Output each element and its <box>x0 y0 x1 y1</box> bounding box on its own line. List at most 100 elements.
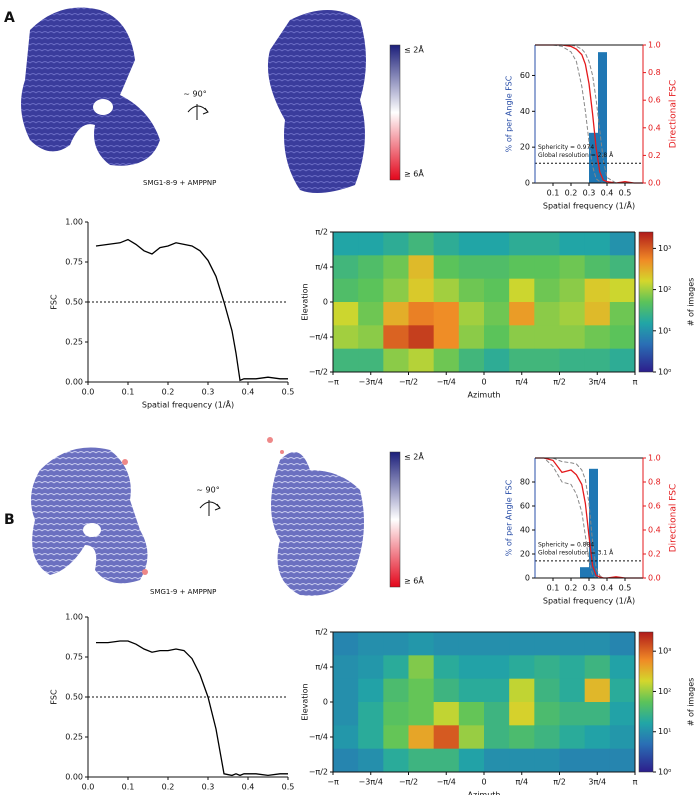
heat-cell <box>610 232 636 256</box>
map-scale-top: ≤ 2Å <box>404 451 424 462</box>
x-tick-label: 0.4 <box>601 189 614 198</box>
y2-tick-label: 1.0 <box>648 41 661 50</box>
heat-cell <box>610 349 636 373</box>
annotation: Global resolution = 3.1 Å <box>538 549 614 556</box>
heat-cell <box>560 349 586 373</box>
heat-cell <box>434 702 460 726</box>
heat-cell <box>333 279 359 303</box>
heat-cell <box>383 302 409 326</box>
heat-cell <box>560 255 586 279</box>
x-tick-label: 0.1 <box>547 189 560 198</box>
heat-cell <box>409 749 435 773</box>
x-tick-label: 0.3 <box>583 189 596 198</box>
heat-cell <box>560 679 586 703</box>
panel-label: B <box>4 512 15 528</box>
y-tick-label: 0 <box>525 179 530 188</box>
heat-cell <box>409 655 435 679</box>
x-tick-label: −3π/4 <box>359 778 383 787</box>
heat-cell <box>534 279 560 303</box>
heat-cell <box>509 232 535 256</box>
heat-cell <box>358 702 384 726</box>
x-tick-label: 3π/4 <box>588 778 606 787</box>
heat-cell <box>560 302 586 326</box>
heat-cell <box>509 255 535 279</box>
heat-cell <box>610 749 636 773</box>
y-tick-label: 1.00 <box>65 218 83 227</box>
x-tick-label: 3π/4 <box>588 378 606 387</box>
heat-cell <box>585 655 611 679</box>
y-tick-label: 0.00 <box>65 773 83 782</box>
heat-cell <box>459 255 485 279</box>
x-tick-label: 0.5 <box>282 783 295 792</box>
heat-cell <box>383 279 409 303</box>
colorbar-label: # of images <box>687 278 695 327</box>
heat-cell <box>409 302 435 326</box>
heat-cell <box>585 232 611 256</box>
heat-cell <box>610 679 636 703</box>
heat-cell <box>560 279 586 303</box>
y-tick-label: π/4 <box>315 263 328 272</box>
x-tick-label: 0.4 <box>242 783 255 792</box>
heat-cell <box>534 632 560 656</box>
heat-cell <box>459 702 485 726</box>
y-tick-label: 0 <box>525 574 530 583</box>
heat-cell <box>484 232 510 256</box>
series-line <box>96 641 288 775</box>
colorbar-tick-label: 10² <box>658 285 671 294</box>
colorbar-tick-label: 10³ <box>658 244 671 253</box>
heat-cell <box>459 679 485 703</box>
y2-tick-label: 0.6 <box>648 96 661 105</box>
y2-tick-label: 0.8 <box>648 68 661 77</box>
heat-cell <box>434 255 460 279</box>
heat-cell <box>585 702 611 726</box>
density-map-side <box>268 10 366 193</box>
x-tick-label: −π/4 <box>437 778 456 787</box>
y-tick-label: −π/4 <box>309 333 328 342</box>
heat-cell <box>333 702 359 726</box>
heat-cell <box>560 702 586 726</box>
y-tick-label: 40 <box>520 107 530 116</box>
x-tick-label: 0.1 <box>122 783 135 792</box>
heat-cell <box>509 325 535 349</box>
heat-cell <box>358 632 384 656</box>
heat-cell <box>333 749 359 773</box>
x-tick-label: 0.2 <box>565 189 578 198</box>
y-axis-label: FSC <box>50 294 59 310</box>
y-tick-label: 1.00 <box>65 613 83 622</box>
x-tick-label: −π/2 <box>399 378 418 387</box>
x-tick-label: −π <box>327 778 339 787</box>
colorbar-tick-label: 10⁰ <box>658 768 671 777</box>
x-tick-label: 0.0 <box>82 783 95 792</box>
y2-tick-label: 0.2 <box>648 151 661 160</box>
heat-cell <box>409 349 435 373</box>
x-tick-label: π/4 <box>515 778 528 787</box>
y-tick-label: 20 <box>520 143 530 152</box>
heat-cell <box>358 749 384 773</box>
x-tick-label: 0.5 <box>282 388 295 397</box>
y2-axis-label: Directional FSC <box>669 80 679 149</box>
rotation-label: ~ 90° <box>183 90 206 99</box>
heat-cell <box>459 632 485 656</box>
x-tick-label: 0.2 <box>565 584 578 593</box>
annotation: Global resolution = 2.8 Å <box>538 152 614 159</box>
heat-cell <box>434 749 460 773</box>
heat-cell <box>383 702 409 726</box>
colorbar-tick-label: 10³ <box>658 647 671 656</box>
heat-cell <box>585 679 611 703</box>
heat-cell <box>358 232 384 256</box>
heat-cell <box>383 255 409 279</box>
heat-cell <box>409 679 435 703</box>
x-tick-label: 0.1 <box>547 584 560 593</box>
heat-cell <box>383 349 409 373</box>
heat-cell <box>484 749 510 773</box>
heat-cell <box>358 302 384 326</box>
heat-cell <box>484 279 510 303</box>
heat-cell <box>459 725 485 749</box>
colorbar-tick-label: 10¹ <box>658 727 671 736</box>
heat-cell <box>610 279 636 303</box>
x-tick-label: 0.3 <box>583 584 596 593</box>
density-map-front <box>21 8 160 166</box>
y-tick-label: π/4 <box>315 663 328 672</box>
heat-cell <box>509 679 535 703</box>
y-tick-label: 0.75 <box>65 258 83 267</box>
